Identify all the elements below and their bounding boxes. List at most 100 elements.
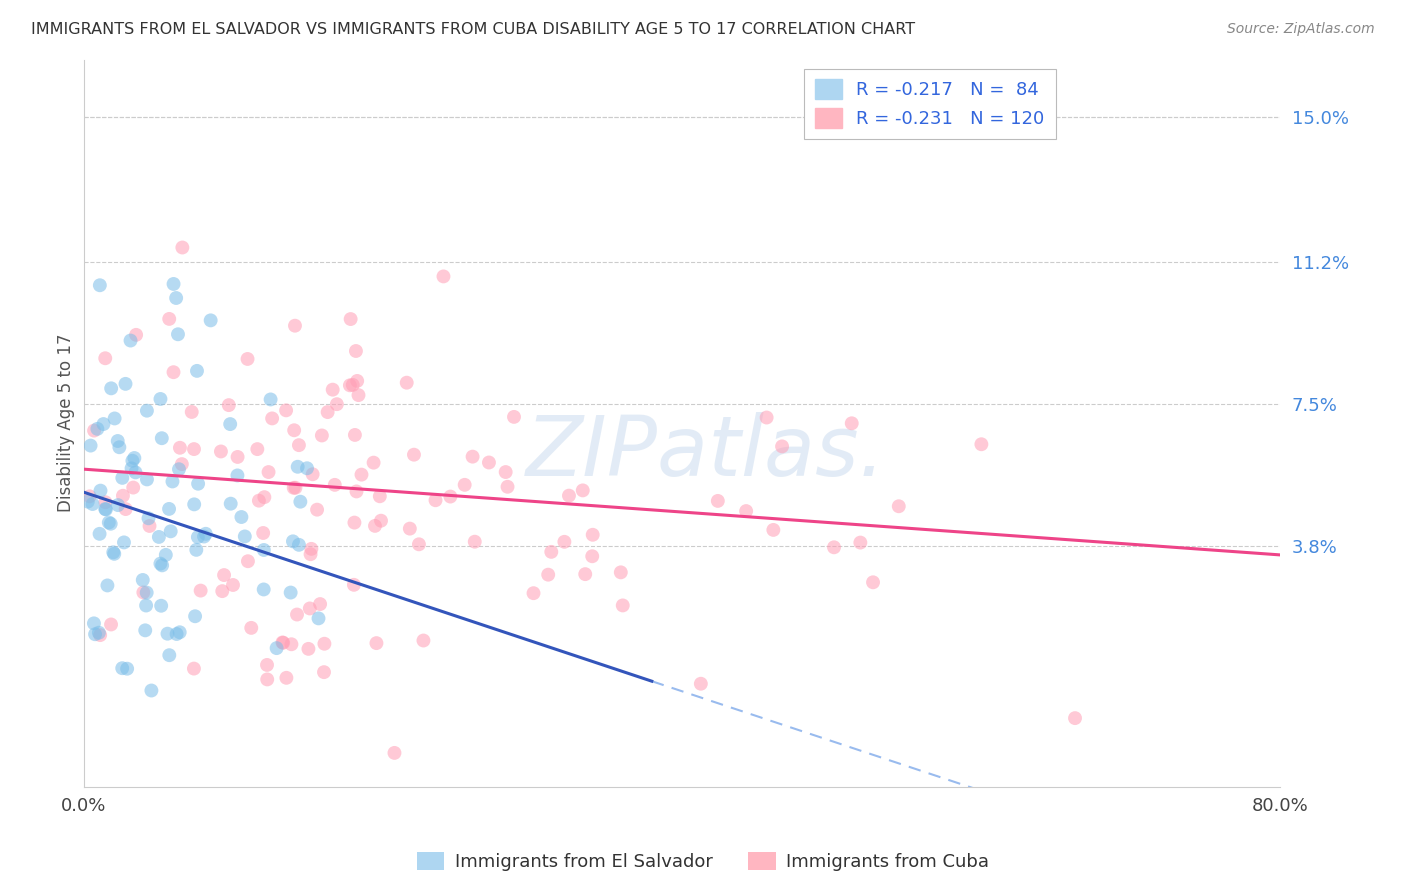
- Point: [121, 454, 143, 468]
- Point: [342, 377, 364, 392]
- Point: [183, 662, 205, 676]
- Point: [148, 530, 170, 544]
- Point: [284, 481, 307, 495]
- Point: [346, 484, 368, 499]
- Point: [253, 490, 276, 504]
- Point: [103, 547, 125, 561]
- Point: [461, 450, 484, 464]
- Point: [172, 240, 194, 254]
- Point: [363, 456, 385, 470]
- Point: [183, 497, 205, 511]
- Point: [83, 616, 105, 631]
- Legend: Immigrants from El Salvador, Immigrants from Cuba: Immigrants from El Salvador, Immigrants …: [409, 846, 997, 879]
- Point: [122, 481, 145, 495]
- Point: [94, 502, 117, 516]
- Point: [707, 494, 730, 508]
- Point: [167, 327, 190, 342]
- Point: [350, 467, 373, 482]
- Point: [125, 327, 148, 342]
- Point: [104, 411, 127, 425]
- Point: [339, 378, 361, 392]
- Point: [343, 516, 366, 530]
- Point: [132, 585, 155, 599]
- Point: [233, 529, 256, 543]
- Point: [222, 578, 245, 592]
- Point: [209, 444, 232, 458]
- Legend: R = -0.217   N =  84, R = -0.231   N = 120: R = -0.217 N = 84, R = -0.231 N = 120: [804, 69, 1056, 139]
- Point: [841, 417, 863, 431]
- Text: IMMIGRANTS FROM EL SALVADOR VS IMMIGRANTS FROM CUBA DISABILITY AGE 5 TO 17 CORRE: IMMIGRANTS FROM EL SALVADOR VS IMMIGRANT…: [31, 22, 915, 37]
- Point: [343, 578, 366, 592]
- Point: [186, 542, 208, 557]
- Point: [159, 524, 181, 539]
- Point: [312, 665, 335, 680]
- Point: [97, 516, 120, 530]
- Point: [226, 450, 249, 464]
- Point: [120, 334, 142, 348]
- Point: [96, 578, 118, 592]
- Point: [115, 662, 138, 676]
- Point: [558, 489, 581, 503]
- Point: [253, 582, 276, 597]
- Point: [100, 617, 122, 632]
- Point: [285, 607, 308, 622]
- Point: [402, 448, 425, 462]
- Point: [89, 526, 111, 541]
- Point: [247, 493, 270, 508]
- Point: [256, 803, 278, 817]
- Point: [368, 489, 391, 503]
- Point: [453, 478, 475, 492]
- Point: [165, 291, 187, 305]
- Point: [135, 403, 157, 417]
- Point: [849, 535, 872, 549]
- Point: [274, 403, 297, 417]
- Point: [271, 636, 294, 650]
- Point: [114, 376, 136, 391]
- Point: [496, 480, 519, 494]
- Point: [183, 442, 205, 456]
- Point: [166, 627, 188, 641]
- Point: [297, 641, 319, 656]
- Point: [256, 673, 278, 687]
- Point: [212, 568, 235, 582]
- Point: [93, 417, 115, 431]
- Point: [398, 522, 420, 536]
- Point: [323, 478, 346, 492]
- Point: [138, 511, 160, 525]
- Point: [149, 557, 172, 571]
- Point: [100, 381, 122, 395]
- Point: [167, 462, 190, 476]
- Point: [735, 504, 758, 518]
- Point: [138, 519, 160, 533]
- Point: [156, 626, 179, 640]
- Point: [347, 388, 370, 402]
- Point: [111, 661, 134, 675]
- Point: [187, 530, 209, 544]
- Point: [478, 455, 501, 469]
- Point: [537, 567, 560, 582]
- Point: [1064, 711, 1087, 725]
- Point: [295, 461, 318, 475]
- Point: [408, 537, 430, 551]
- Point: [309, 597, 332, 611]
- Point: [262, 411, 284, 425]
- Point: [322, 383, 344, 397]
- Point: [266, 641, 288, 656]
- Point: [689, 677, 711, 691]
- Point: [612, 599, 634, 613]
- Text: Source: ZipAtlas.com: Source: ZipAtlas.com: [1227, 22, 1375, 37]
- Point: [162, 277, 184, 291]
- Point: [108, 440, 131, 454]
- Point: [155, 548, 177, 562]
- Point: [553, 534, 575, 549]
- Point: [755, 410, 778, 425]
- Point: [112, 535, 135, 549]
- Point: [280, 585, 302, 599]
- Point: [86, 422, 108, 436]
- Point: [236, 351, 259, 366]
- Point: [94, 495, 117, 509]
- Point: [862, 575, 884, 590]
- Point: [83, 424, 105, 438]
- Point: [283, 423, 305, 437]
- Point: [107, 434, 129, 448]
